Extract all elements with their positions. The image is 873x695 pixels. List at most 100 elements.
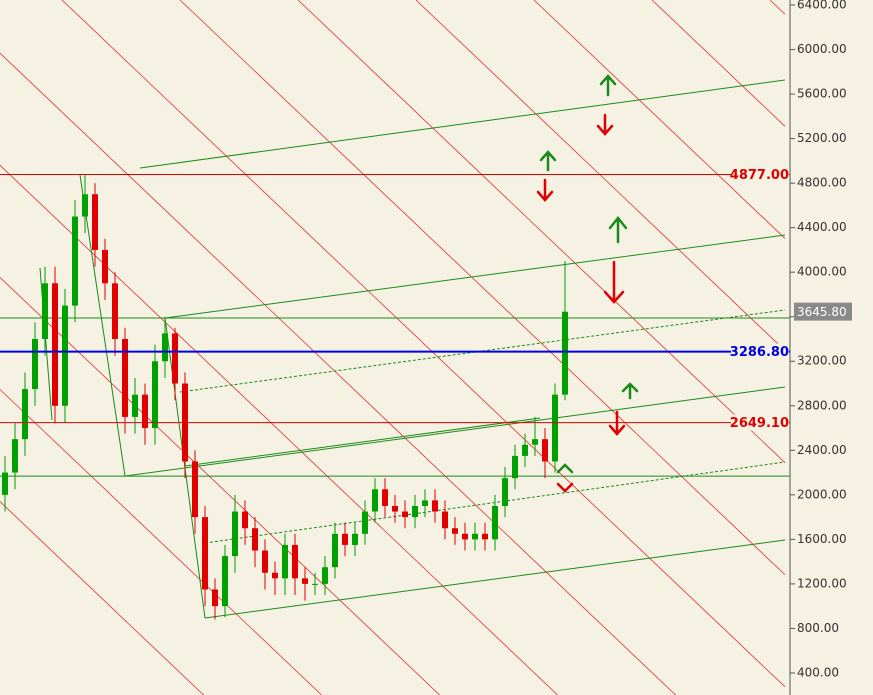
candle-body — [222, 556, 228, 607]
level-label-bg — [731, 166, 789, 183]
channel-line — [297, 0, 786, 463]
candle-body — [412, 505, 418, 518]
candles — [2, 174, 568, 620]
candle-body — [112, 283, 118, 339]
candle-body — [2, 472, 8, 495]
y-tick-label: 5600.00 — [797, 87, 847, 101]
level-label: 4877.00 — [730, 168, 789, 183]
up-arrow — [556, 463, 574, 474]
channel-line — [179, 0, 786, 576]
y-tick-label: 6000.00 — [797, 42, 847, 56]
trend-line — [204, 539, 786, 619]
level-label: 3286.80 — [730, 345, 789, 360]
channel-line — [0, 52, 676, 695]
trend-line — [139, 79, 786, 169]
channel-lines — [0, 0, 790, 695]
channel-line — [415, 0, 786, 351]
candle-body — [492, 505, 498, 540]
y-tick-label: 3200.00 — [797, 354, 847, 368]
candle-body — [312, 583, 318, 585]
level-label: 2649.10 — [730, 416, 789, 431]
candle-body — [282, 544, 288, 579]
candle-body — [502, 478, 508, 506]
candle-body — [352, 533, 358, 545]
channel-line — [0, 389, 322, 695]
candle-body — [82, 194, 88, 217]
candle-body — [132, 394, 138, 417]
candle-body — [302, 578, 308, 584]
y-tick-label: 2000.00 — [797, 487, 847, 501]
candle-body — [512, 455, 518, 479]
channel-line — [0, 165, 558, 695]
candle-body — [252, 528, 258, 551]
candle-body — [422, 500, 428, 506]
channel-line — [769, 0, 786, 15]
y-tick-label: 4800.00 — [797, 176, 847, 190]
candle-body — [92, 194, 98, 250]
y-tick-label: 5200.00 — [797, 131, 847, 145]
candle-body — [262, 550, 268, 573]
candle-body — [202, 517, 208, 590]
up-arrow — [539, 150, 557, 172]
up-arrow — [599, 74, 617, 97]
candle-body — [402, 511, 408, 518]
fork-line — [79, 174, 126, 477]
level-label-bg — [731, 343, 789, 360]
y-tick-label: 4000.00 — [797, 265, 847, 279]
candle-body — [242, 511, 248, 529]
candle-body — [42, 283, 48, 339]
candle-body — [542, 439, 548, 462]
price-axis — [790, 0, 873, 695]
candle-body — [192, 461, 198, 518]
down-arrow — [556, 482, 574, 493]
candle-body — [562, 311, 568, 395]
candle-body — [552, 394, 558, 462]
y-tick-label: 2400.00 — [797, 443, 847, 457]
y-tick-label: 4400.00 — [797, 220, 847, 234]
candle-body — [52, 283, 58, 406]
down-arrow — [603, 260, 625, 304]
candle-body — [372, 489, 378, 512]
trend-line — [124, 386, 786, 477]
y-tick-label: 2800.00 — [797, 398, 847, 412]
level-label-bg — [731, 414, 789, 431]
candle-body — [22, 389, 28, 440]
candle-body — [152, 361, 158, 429]
candle-body — [232, 511, 238, 557]
up-arrow — [621, 382, 639, 400]
candle-body — [12, 439, 18, 473]
y-tick-label: 1200.00 — [797, 576, 847, 590]
candle-body — [32, 338, 38, 390]
candle-body — [162, 333, 168, 362]
y-tick-label: 6400.00 — [797, 0, 847, 12]
y-tick-label: 1600.00 — [797, 532, 847, 546]
candle-body — [72, 216, 78, 306]
candle-body — [382, 489, 388, 506]
candle-body — [432, 500, 438, 512]
trend-line — [184, 417, 541, 467]
candle-body — [522, 444, 528, 456]
candle-body — [532, 439, 538, 445]
candle-body — [172, 333, 178, 384]
candle-body — [332, 533, 338, 568]
candle-body — [62, 305, 68, 406]
trend-line — [164, 234, 786, 319]
candle-body — [102, 249, 108, 284]
candle-body — [462, 533, 468, 540]
channel-line — [0, 501, 204, 695]
candle-body — [342, 533, 348, 545]
candle-body — [472, 533, 478, 540]
channel-line — [651, 0, 786, 127]
candle-body — [142, 394, 148, 429]
channel-line — [61, 0, 786, 688]
candle-body — [212, 589, 218, 607]
candle-body — [362, 511, 368, 534]
last-price-box — [794, 302, 852, 321]
y-tick-label: 400.00 — [797, 665, 839, 679]
channel-line — [533, 0, 786, 239]
candle-body — [452, 528, 458, 534]
candle-body — [292, 544, 298, 579]
candle-body — [482, 533, 488, 540]
